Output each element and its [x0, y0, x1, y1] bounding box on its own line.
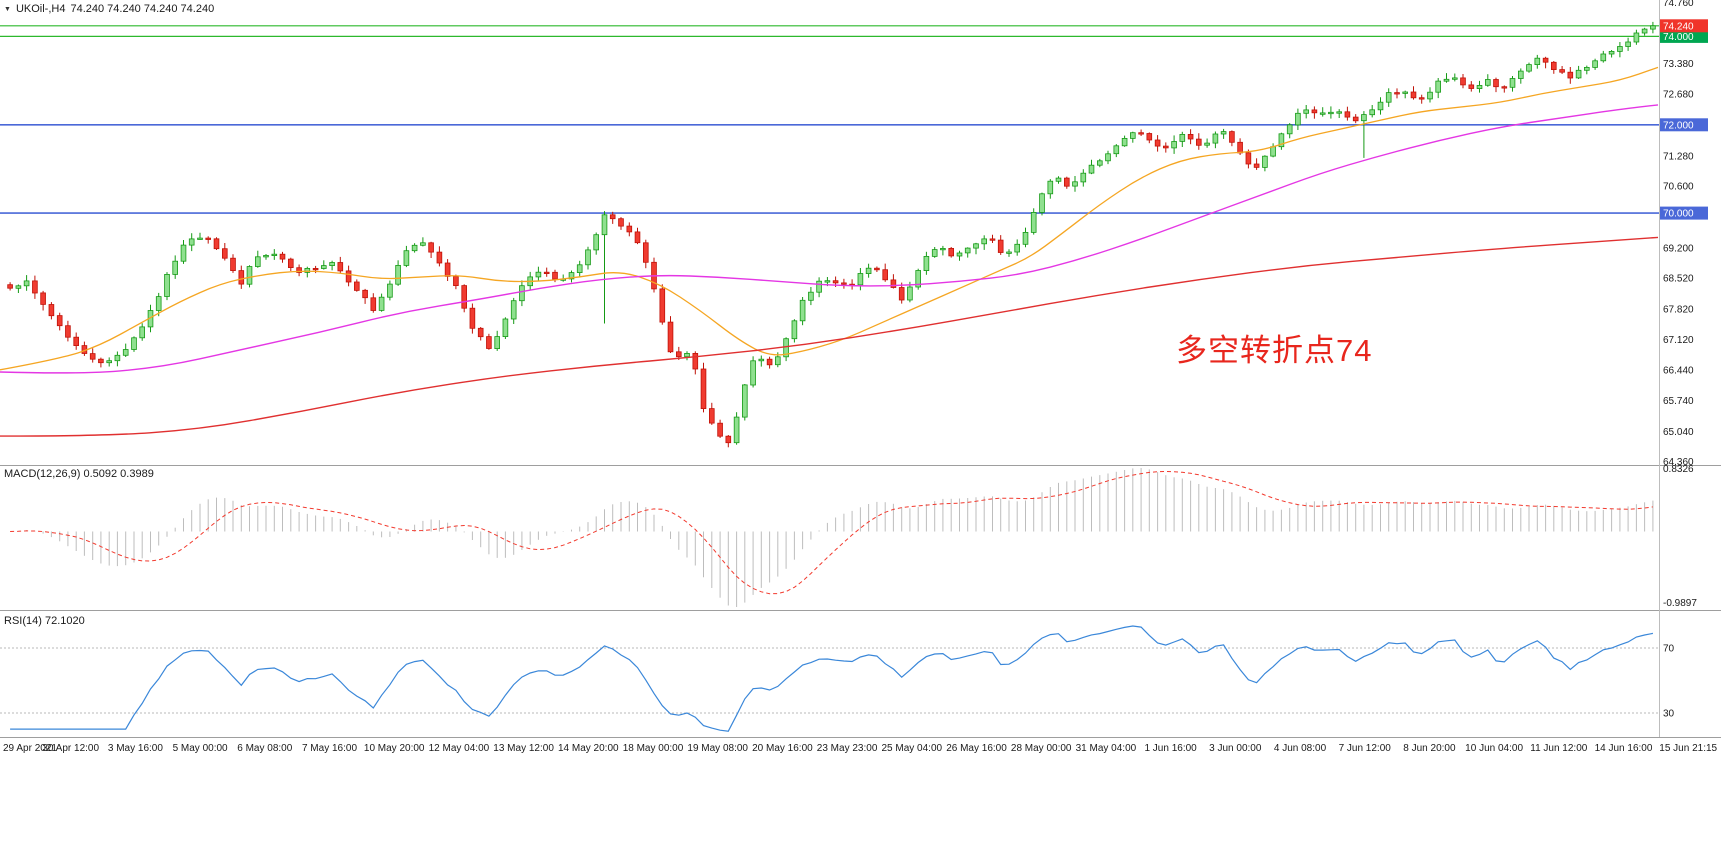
svg-text:74.240: 74.240	[1663, 21, 1694, 32]
svg-text:-0.9897: -0.9897	[1663, 598, 1697, 609]
svg-text:74.760: 74.760	[1663, 0, 1694, 9]
svg-text:30: 30	[1663, 709, 1675, 720]
svg-text:13 May 12:00: 13 May 12:00	[493, 743, 554, 754]
symbol-period-label: UKOil-,H4	[15, 3, 66, 15]
dropdown-triangle-icon[interactable]: ▼	[4, 5, 11, 13]
svg-text:67.820: 67.820	[1663, 304, 1694, 315]
macd-indicator-label: MACD(12,26,9) 0.5092 0.3989	[4, 468, 154, 480]
svg-text:18 May 00:00: 18 May 00:00	[623, 743, 684, 754]
price-axis[interactable]: 74.760 73.380 72.680 71.280 70.600 69.200 68.5…	[1660, 0, 1708, 720]
svg-text:74.000: 74.000	[1663, 32, 1694, 43]
svg-text:72.000: 72.000	[1663, 120, 1694, 131]
svg-text:8 Jun 20:00: 8 Jun 20:00	[1403, 743, 1456, 754]
svg-text:66.440: 66.440	[1663, 365, 1694, 376]
svg-text:10 Jun 04:00: 10 Jun 04:00	[1465, 743, 1523, 754]
macd-name: MACD(12,26,9)	[4, 468, 81, 480]
svg-text:19 May 08:00: 19 May 08:00	[687, 743, 748, 754]
svg-text:30 Apr 12:00: 30 Apr 12:00	[42, 743, 99, 754]
svg-text:65.040: 65.040	[1663, 427, 1694, 438]
svg-text:23 May 23:00: 23 May 23:00	[817, 743, 878, 754]
svg-text:15 Jun 21:15: 15 Jun 21:15	[1659, 743, 1717, 754]
svg-text:25 May 04:00: 25 May 04:00	[881, 743, 942, 754]
svg-text:0.8326: 0.8326	[1663, 464, 1694, 475]
ohlc-values: 74.240 74.240 74.240 74.240	[70, 3, 215, 15]
svg-text:3 Jun 00:00: 3 Jun 00:00	[1209, 743, 1262, 754]
svg-text:70: 70	[1663, 644, 1675, 655]
svg-text:1 Jun 16:00: 1 Jun 16:00	[1144, 743, 1197, 754]
svg-text:3 May 16:00: 3 May 16:00	[108, 743, 163, 754]
svg-text:5 May 00:00: 5 May 00:00	[173, 743, 228, 754]
svg-text:69.200: 69.200	[1663, 243, 1694, 254]
svg-text:7 Jun 12:00: 7 Jun 12:00	[1339, 743, 1392, 754]
svg-text:20 May 16:00: 20 May 16:00	[752, 743, 813, 754]
svg-text:14 Jun 16:00: 14 Jun 16:00	[1595, 743, 1653, 754]
svg-text:67.120: 67.120	[1663, 335, 1694, 346]
svg-text:14 May 20:00: 14 May 20:00	[558, 743, 619, 754]
svg-text:28 May 00:00: 28 May 00:00	[1011, 743, 1072, 754]
svg-text:65.740: 65.740	[1663, 396, 1694, 407]
macd-values: 0.5092 0.3989	[83, 468, 154, 480]
svg-text:64.360: 64.360	[1663, 457, 1694, 468]
panel-separators	[0, 0, 1721, 738]
rsi-panel[interactable]	[0, 625, 1659, 732]
svg-text:10 May 20:00: 10 May 20:00	[364, 743, 425, 754]
rsi-value: 72.1020	[44, 615, 85, 627]
svg-text:6 May 08:00: 6 May 08:00	[237, 743, 292, 754]
rsi-indicator-label: RSI(14) 72.1020	[4, 615, 85, 627]
svg-text:70.000: 70.000	[1663, 209, 1694, 220]
chart-annotation-text[interactable]: 多空转折点74	[1176, 333, 1373, 368]
svg-text:7 May 16:00: 7 May 16:00	[302, 743, 357, 754]
svg-text:31 May 04:00: 31 May 04:00	[1076, 743, 1137, 754]
svg-text:68.520: 68.520	[1663, 273, 1694, 284]
svg-text:4 Jun 08:00: 4 Jun 08:00	[1274, 743, 1327, 754]
symbol-ohlc-label: ▼ UKOil-,H4 74.240 74.240 74.240 74.240	[4, 3, 214, 15]
svg-text:11 Jun 12:00: 11 Jun 12:00	[1530, 743, 1588, 754]
svg-text:70.600: 70.600	[1663, 182, 1694, 193]
svg-text:29 Apr 2021: 29 Apr 2021	[3, 743, 57, 754]
macd-panel[interactable]	[10, 468, 1654, 607]
main-price-panel[interactable]	[0, 21, 1659, 448]
svg-text:73.380: 73.380	[1663, 59, 1694, 70]
svg-text:72.680: 72.680	[1663, 90, 1694, 101]
svg-text:12 May 04:00: 12 May 04:00	[429, 743, 490, 754]
rsi-name: RSI(14)	[4, 615, 42, 627]
svg-text:71.280: 71.280	[1663, 152, 1694, 163]
svg-text:26 May 16:00: 26 May 16:00	[946, 743, 1007, 754]
